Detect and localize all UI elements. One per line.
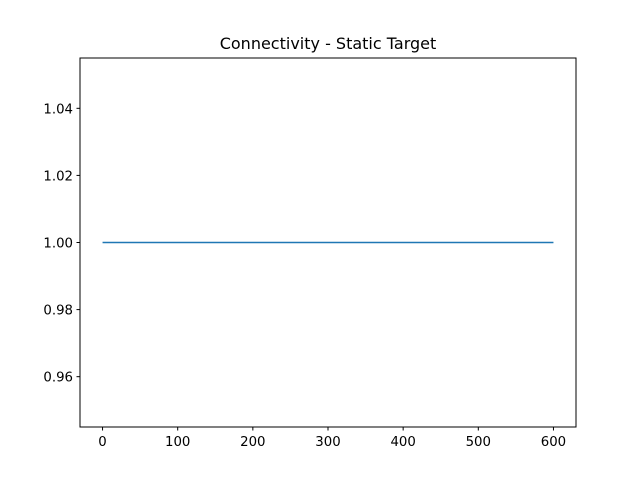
y-tick-label: 0.96 <box>43 371 73 386</box>
x-tick-label: 100 <box>165 435 190 450</box>
x-tick-label: 600 <box>541 435 566 450</box>
y-axis: 0.96 0.98 1.00 1.02 1.04 <box>43 102 80 386</box>
x-tick-label: 200 <box>240 435 265 450</box>
x-tick-label: 400 <box>390 435 415 450</box>
y-tick-label: 0.98 <box>43 304 73 319</box>
x-axis: 0 100 200 300 400 500 600 <box>98 427 566 450</box>
x-tick-label: 0 <box>98 435 106 450</box>
x-tick-label: 300 <box>315 435 340 450</box>
plot-frame <box>79 57 577 428</box>
y-tick-label: 1.02 <box>43 169 73 184</box>
x-tick-label: 500 <box>466 435 491 450</box>
y-tick-label: 1.00 <box>43 237 73 252</box>
y-tick-label: 1.04 <box>43 102 73 117</box>
chart-title: Connectivity - Static Target <box>220 34 437 53</box>
